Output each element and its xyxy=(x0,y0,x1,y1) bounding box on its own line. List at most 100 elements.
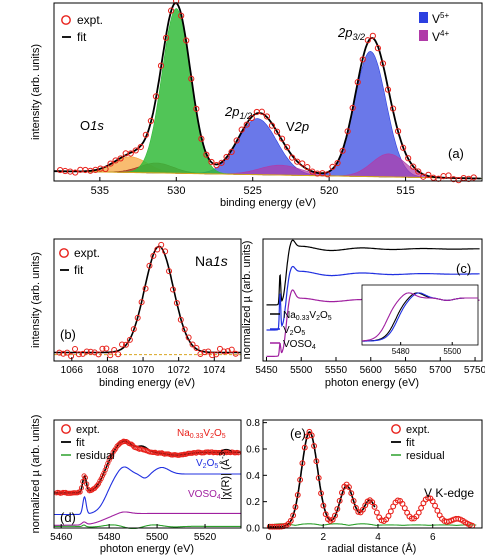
panel-b-xtick-label: 1068 xyxy=(96,365,119,376)
expt-point xyxy=(154,246,161,253)
panel-b-ticks: 1066 1068 1070 1072 1074 xyxy=(61,357,226,376)
expt-point xyxy=(311,443,318,449)
legend-v2o5-label: V2O5 xyxy=(283,325,305,337)
residual-line xyxy=(54,524,241,530)
panel-e-label: (e) xyxy=(290,426,306,441)
expt-point xyxy=(248,114,255,122)
panel-b-frame xyxy=(53,238,242,362)
expt-point xyxy=(346,484,352,490)
panel-e-xtick-label: 0 xyxy=(266,532,272,543)
expt-point xyxy=(84,481,90,487)
panel-c-inset-xtick-label: 5500 xyxy=(443,347,461,356)
legend-fit-label: fit xyxy=(77,30,87,44)
panel-b-xtick-label: 1072 xyxy=(168,365,191,376)
panel-e-xlabel: radial distance (Å) xyxy=(328,542,417,555)
expt-point xyxy=(263,113,271,120)
expt-point xyxy=(313,458,320,465)
panel-b-xtick-label: 1070 xyxy=(132,365,155,376)
panel-d-plot-area xyxy=(53,438,241,530)
panel-d-ylabel: normalized µ (arb. units) xyxy=(30,415,42,534)
expt-point xyxy=(429,498,436,505)
expt-point xyxy=(387,508,394,515)
expt-point xyxy=(400,144,407,151)
expt-point xyxy=(309,168,316,175)
expt-point xyxy=(401,505,408,512)
expt-point xyxy=(80,478,86,485)
expt-point xyxy=(60,350,67,357)
expt-point xyxy=(98,476,104,482)
expt-point xyxy=(235,450,241,456)
series-line-0 xyxy=(266,239,480,306)
expt-point xyxy=(408,515,415,522)
panel-a-xtick-label: 520 xyxy=(320,185,338,197)
expt-point xyxy=(294,492,301,498)
panel-d-ticks: 5460 5480 5500 5520 xyxy=(50,524,217,543)
expt-point xyxy=(78,485,85,491)
legend-expt-marker xyxy=(391,424,401,434)
panel-e-plot-area xyxy=(266,428,477,530)
expt-point xyxy=(89,487,95,493)
panel-e-ytick-label: 0.2 xyxy=(246,497,260,508)
panel-e-ylabel: |χ(R)| (Å-3) xyxy=(218,448,232,500)
annotation-vkedge: V K-edge xyxy=(424,486,474,500)
panel-c-xtick-label: 5600 xyxy=(360,365,383,376)
expt-point xyxy=(96,481,102,487)
expt-point xyxy=(394,497,401,504)
expt-point xyxy=(379,60,387,67)
expt-point xyxy=(152,93,160,100)
expt-point xyxy=(68,353,75,360)
panel-c-frame xyxy=(262,238,483,362)
expt-point xyxy=(218,159,225,166)
expt-point xyxy=(415,509,422,516)
expt-point xyxy=(142,131,149,138)
expt-point xyxy=(167,7,175,14)
expt-point xyxy=(95,351,102,358)
legend-expt-label: expt. xyxy=(406,424,430,436)
panel-c-xtick-label: 5700 xyxy=(429,365,452,376)
expt-point xyxy=(339,147,346,154)
panel-a-xtick-label: 515 xyxy=(396,185,414,197)
expt-point xyxy=(273,128,281,135)
panel-c-xtick-label: 5500 xyxy=(290,365,313,376)
expt-point xyxy=(130,326,137,333)
legend-v5-swatch xyxy=(419,12,428,23)
expt-point xyxy=(178,12,185,19)
panel-e-xtick-label: 4 xyxy=(375,532,381,543)
panel-a-ylabel: intensity (arb. units) xyxy=(30,44,42,140)
expt-point xyxy=(415,168,422,175)
panel-b-plot-area xyxy=(54,241,241,360)
expt-point xyxy=(137,143,144,151)
panel-e-ytick-label: 0.6 xyxy=(246,444,260,455)
expt-point xyxy=(147,117,155,125)
panel-e-ytick-label: 0.8 xyxy=(246,418,260,429)
expt-point xyxy=(304,164,311,171)
expt-point xyxy=(308,432,315,439)
expt-point xyxy=(185,334,192,341)
expt-point xyxy=(201,349,208,356)
expt-point xyxy=(324,171,331,178)
expt-point xyxy=(384,86,392,93)
panel-d-xtick-label: 5520 xyxy=(194,532,217,543)
legend-voso4-label: VOSO4 xyxy=(283,339,316,351)
expt-point xyxy=(371,503,378,510)
panel-c-inset-xtick-label: 5480 xyxy=(392,347,410,356)
expt-point xyxy=(336,497,343,504)
panel-e-xtick-label: 6 xyxy=(430,532,436,543)
expt-point xyxy=(169,286,176,293)
expt-point xyxy=(111,347,118,354)
expt-point xyxy=(112,157,119,164)
expt-point xyxy=(399,500,406,507)
expt-point xyxy=(348,490,355,497)
expt-point xyxy=(134,314,141,321)
expt-point xyxy=(339,489,345,496)
expt-point xyxy=(232,350,239,357)
expt-point xyxy=(410,163,417,170)
expt-point xyxy=(318,490,324,497)
legend-expt-marker xyxy=(61,15,71,25)
voso4-line xyxy=(54,511,241,526)
expt-point xyxy=(334,159,341,167)
expt-point xyxy=(103,345,110,352)
expt-point xyxy=(117,155,124,162)
expt-point xyxy=(119,341,126,348)
expt-point xyxy=(374,45,382,52)
